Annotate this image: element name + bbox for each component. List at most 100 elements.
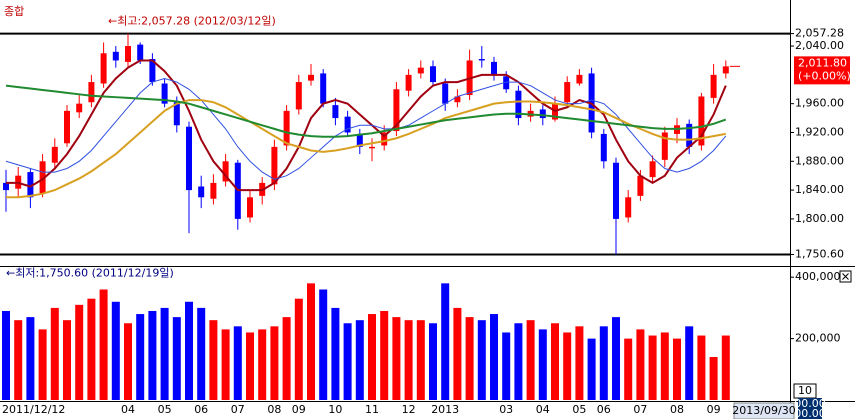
x-tick-label: 07 <box>633 403 647 416</box>
candle-body <box>88 82 95 103</box>
volume-bar <box>197 307 206 400</box>
volume-bar <box>124 323 132 400</box>
volume-bar <box>697 335 706 400</box>
candle-body <box>112 51 119 61</box>
low-note: ←최저:1,750.60 (2011/12/19일) <box>6 265 174 279</box>
corner-label: 00.00 <box>794 397 826 410</box>
volume-bar <box>38 329 47 400</box>
volume-bar <box>624 338 633 400</box>
volume-bar <box>575 326 584 400</box>
close-icon[interactable] <box>842 273 849 280</box>
candle-body <box>308 74 314 81</box>
candle-body <box>344 116 351 133</box>
volume-bar <box>221 329 230 400</box>
candle-body <box>27 172 34 198</box>
volume-tick-label: 200,000 <box>795 332 841 345</box>
volume-bar <box>26 317 35 400</box>
volume-bar <box>612 317 620 400</box>
candle-body <box>369 146 375 149</box>
volume-bar <box>209 320 218 400</box>
volume-bar <box>514 323 523 400</box>
candle-body <box>686 123 693 147</box>
volume-bar <box>721 335 730 400</box>
volume-bar <box>331 307 340 400</box>
x-tick-label: 2013 <box>431 403 459 416</box>
volume-bar <box>282 317 291 400</box>
corner-box <box>798 398 822 419</box>
moving-average <box>6 59 727 192</box>
x-tick-label: 07 <box>231 403 245 416</box>
candle-body <box>491 61 497 75</box>
x-tick-label: 2011/12/12 <box>2 403 65 416</box>
y-tick-label: 1,960.00 <box>795 97 844 110</box>
volume-bar <box>404 320 413 400</box>
volume-bar <box>599 326 608 400</box>
candle-body <box>576 74 583 84</box>
volume-bar <box>441 283 450 400</box>
volume-bar <box>343 323 352 400</box>
volume-bar <box>380 310 389 400</box>
last-price-box <box>794 56 850 85</box>
moving-average <box>5 77 727 180</box>
candle-body <box>247 197 253 218</box>
x-tick-label: 06 <box>194 403 208 416</box>
candle-body <box>405 74 412 91</box>
candle-body <box>442 83 449 104</box>
candle-body <box>161 83 168 104</box>
volume-bar <box>99 289 108 400</box>
corner-label: 10 <box>798 384 812 397</box>
candle-body <box>64 110 70 144</box>
corner-label: 00.00 <box>794 407 826 419</box>
volume-bar <box>2 310 10 400</box>
candle-body <box>356 133 363 147</box>
volume-bar <box>526 320 535 400</box>
candle-body <box>637 175 644 196</box>
volume-bar <box>319 289 328 400</box>
y-tick-label: 1,880.00 <box>795 154 844 167</box>
volume-bar <box>63 320 71 400</box>
candle-body <box>381 132 388 146</box>
y-tick-label: 2,040.00 <box>795 39 844 52</box>
volume-bar <box>660 332 669 400</box>
x-tick-label: 05 <box>572 403 586 416</box>
change-label: (+0.00%) <box>798 69 851 82</box>
candle-body <box>100 53 107 84</box>
volume-bar <box>636 329 645 400</box>
volume-bar <box>490 314 498 400</box>
volume-bar <box>416 320 425 400</box>
x-tick-label: 08 <box>267 403 281 416</box>
candle-body <box>661 132 668 160</box>
candle-body <box>417 67 424 74</box>
x-tick-label: 11 <box>365 403 379 416</box>
candle-body <box>600 133 607 162</box>
volume-bar <box>258 329 267 400</box>
volume-bar <box>50 307 59 400</box>
x-tick-label: 09 <box>292 403 306 416</box>
candle-body <box>137 44 144 61</box>
volume-bar <box>136 314 145 400</box>
candle-body <box>332 105 339 119</box>
volume-bar <box>368 314 376 400</box>
candle-body <box>393 89 400 132</box>
x-tick-label: 05 <box>158 403 172 416</box>
candle-body <box>295 82 302 110</box>
volume-bar <box>563 332 572 400</box>
candle-body <box>39 161 46 194</box>
candle-body <box>186 126 192 191</box>
candle-body <box>173 102 180 126</box>
volume-bar <box>453 307 462 400</box>
candle-body <box>283 110 290 146</box>
volume-bar <box>172 317 181 400</box>
volume-bar <box>307 283 315 400</box>
moving-average <box>6 99 726 199</box>
candle-body <box>722 66 729 74</box>
x-tick-label: 10 <box>328 403 342 416</box>
candle-body <box>625 197 632 218</box>
volume-bar <box>111 301 120 400</box>
candle-body <box>539 109 546 119</box>
x-tick-label: 06 <box>597 403 611 416</box>
candle-body <box>649 161 656 178</box>
volume-bar <box>87 298 96 400</box>
candle-body <box>3 182 9 191</box>
volume-bar <box>429 323 437 400</box>
